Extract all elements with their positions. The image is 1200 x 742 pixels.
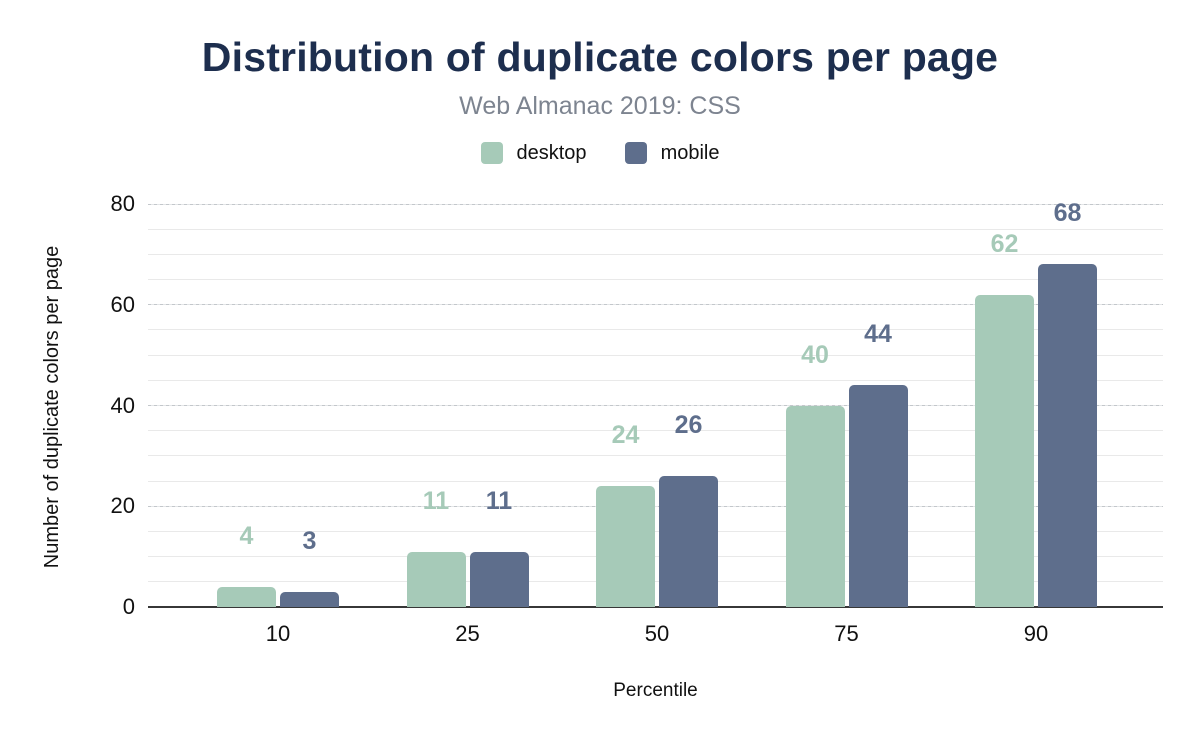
legend-item-mobile: mobile (624, 141, 720, 165)
bar-mobile-50 (659, 476, 718, 607)
major-gridline-20 (148, 505, 1163, 507)
x-tick-label-50: 50 (644, 621, 670, 646)
x-tick-label-10: 10 (265, 621, 291, 646)
value-label-desktop-25: 11 (422, 486, 450, 515)
x-tick-label-25: 25 (455, 621, 480, 646)
x-axis-title: Percentile (613, 680, 698, 701)
value-label-mobile-25: 11 (485, 486, 513, 515)
y-tick-label-60: 60 (110, 291, 135, 317)
value-label-desktop-10: 4 (239, 521, 254, 550)
value-label-desktop-90: 62 (990, 229, 1019, 258)
minor-gridline-75 (148, 228, 1163, 230)
major-gridline-60 (148, 304, 1163, 306)
legend-label-desktop: desktop (516, 141, 587, 164)
bar-desktop-50 (596, 486, 655, 607)
major-gridline-80 (148, 203, 1163, 205)
minor-gridline-45 (148, 379, 1163, 381)
legend: desktop mobile (0, 140, 1200, 166)
bar-desktop-25 (406, 551, 466, 607)
legend-swatch-mobile (624, 142, 647, 164)
bar-mobile-90 (1038, 264, 1097, 607)
minor-gridline-65 (148, 279, 1163, 281)
legend-swatch-desktop (480, 142, 503, 164)
minor-gridline-25 (148, 480, 1163, 482)
bar-desktop-10 (217, 586, 276, 607)
minor-gridline-50 (148, 354, 1163, 356)
minor-gridline-55 (148, 329, 1163, 331)
y-tick-label-20: 20 (110, 493, 135, 519)
bar-desktop-75 (785, 405, 845, 607)
minor-gridline-10 (148, 556, 1163, 558)
x-tick-label-75: 75 (834, 621, 859, 646)
chart-title: Distribution of duplicate colors per pag… (201, 34, 999, 80)
value-label-mobile-10: 3 (302, 526, 317, 555)
minor-gridline-70 (148, 253, 1163, 255)
y-tick-label-40: 40 (110, 392, 135, 418)
value-label-desktop-75: 40 (801, 340, 829, 369)
value-label-mobile-90: 68 (1053, 199, 1082, 228)
x-tick-label-90: 90 (1023, 621, 1049, 646)
major-gridline-40 (148, 405, 1163, 406)
x-axis-baseline (148, 606, 1163, 608)
value-label-desktop-50: 24 (611, 421, 640, 450)
minor-gridline-5 (148, 581, 1163, 583)
value-label-mobile-75: 44 (864, 320, 892, 349)
bar-mobile-75 (848, 385, 908, 607)
bar-desktop-90 (975, 294, 1034, 607)
bar-mobile-25 (469, 551, 529, 607)
legend-item-desktop: desktop (480, 141, 587, 165)
minor-gridline-15 (148, 530, 1163, 532)
y-tick-label-0: 0 (122, 594, 135, 619)
legend-label-mobile: mobile (660, 141, 720, 164)
minor-gridline-35 (148, 430, 1163, 432)
minor-gridline-30 (148, 455, 1163, 457)
chart-subtitle: Web Almanac 2019: CSS (459, 92, 741, 120)
y-axis-title: Number of duplicate colors per page (41, 245, 63, 569)
y-tick-label-80: 80 (110, 191, 135, 216)
plot-area: 4 11 24 40 62 3 11 26 44 68 (148, 199, 1163, 608)
bar-mobile-10 (280, 591, 339, 607)
value-label-mobile-50: 26 (674, 411, 703, 440)
